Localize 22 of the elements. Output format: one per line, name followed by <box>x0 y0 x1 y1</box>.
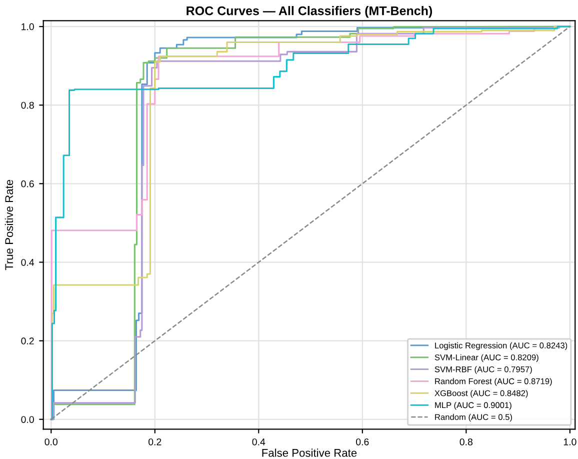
y-tick-label: 1.0 <box>22 23 34 30</box>
legend-label: SVM-RBF (AUC = 0.7957) <box>434 366 532 374</box>
y-tick-label: 0.4 <box>21 258 34 266</box>
y-tick-label: 0.8 <box>21 102 34 109</box>
legend-label: Random (AUC = 0.5) <box>435 414 512 422</box>
x-tick-label: 0.0 <box>44 438 58 446</box>
y-tick-label: 0.6 <box>21 180 34 188</box>
legend-label: Random Forest (AUC = 0.8719) <box>435 378 552 386</box>
legend-label: MLP (AUC = 0.9001) <box>435 402 512 410</box>
x-axis-title: False Positive Rate <box>262 448 357 457</box>
x-tick-label: 0.8 <box>460 438 472 446</box>
legend-label: Logistic Regression (AUC = 0.8243) <box>435 342 568 350</box>
legend-label: XGBoost (AUC = 0.8482) <box>434 390 528 398</box>
y-tick-label: 0.0 <box>21 416 34 423</box>
x-tick-label: 0.4 <box>252 438 266 446</box>
y-axis-title: True Positive Rate <box>4 180 14 270</box>
legend-label: SVM-Linear (AUC = 0.8209) <box>434 354 538 362</box>
y-tick-label: 0.2 <box>21 338 34 344</box>
x-tick-label: 0.2 <box>148 438 162 446</box>
x-tick-label: 0.6 <box>356 438 369 446</box>
x-tick-label: 1.0 <box>564 438 576 446</box>
chart-title: ROC Curves — All Classifiers (MT-Bench) <box>186 6 432 18</box>
